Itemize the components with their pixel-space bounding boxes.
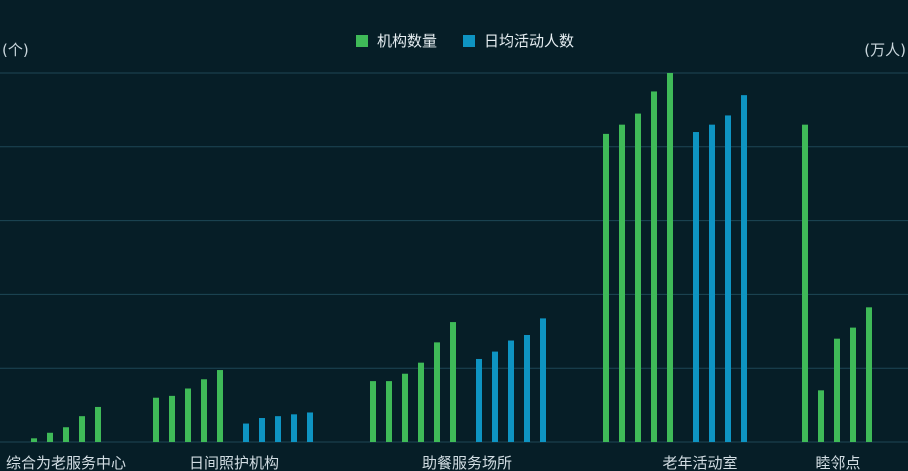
bar-institutions-0-4[interactable]	[95, 406, 101, 442]
bar-institutions-2-0[interactable]	[370, 381, 376, 442]
bar-institutions-1-4[interactable]	[217, 370, 223, 442]
bar-daily-participants-1-0[interactable]	[243, 423, 249, 442]
bar-institutions-0-3[interactable]	[79, 416, 85, 442]
bar-daily-participants-1-2[interactable]	[275, 416, 281, 442]
bar-institutions-1-1[interactable]	[169, 395, 175, 442]
y-axis-left-label: (个)	[2, 41, 29, 59]
bar-institutions-1-3[interactable]	[201, 379, 207, 442]
bar-institutions-4-3[interactable]	[850, 327, 856, 442]
bar-daily-participants-1-3[interactable]	[291, 414, 297, 442]
x-tick-label: 老年活动室	[662, 454, 737, 471]
x-tick-label: 综合为老服务中心	[6, 454, 126, 471]
legend: 机构数量 日均活动人数	[356, 30, 574, 51]
x-tick-label: 日间照护机构	[189, 454, 279, 471]
x-tick-label: 睦邻点	[815, 454, 860, 471]
bar-institutions-1-2[interactable]	[185, 388, 191, 442]
bar-institutions-2-1[interactable]	[386, 381, 392, 442]
legend-label-institutions: 机构数量	[377, 32, 438, 50]
bar-daily-participants-2-4[interactable]	[540, 318, 546, 442]
bar-institutions-4-2[interactable]	[834, 338, 840, 442]
bar-institutions-0-2[interactable]	[63, 427, 69, 442]
bar-institutions-2-4[interactable]	[434, 342, 440, 442]
legend-label-daily-participants: 日均活动人数	[484, 32, 575, 50]
bar-daily-participants-1-1[interactable]	[259, 418, 265, 442]
bar-institutions-2-5[interactable]	[450, 322, 456, 442]
bar-daily-participants-3-1[interactable]	[709, 124, 715, 442]
bar-daily-participants-3-0[interactable]	[693, 132, 699, 443]
bar-institutions-4-4[interactable]	[866, 307, 872, 442]
x-tick-label: 助餐服务场所	[422, 454, 512, 471]
bar-daily-participants-3-3[interactable]	[741, 95, 747, 442]
bar-institutions-2-3[interactable]	[418, 362, 424, 442]
legend-item-institutions[interactable]: 机构数量	[356, 30, 437, 51]
bar-daily-participants-1-4[interactable]	[307, 412, 313, 442]
bar-daily-participants-2-0[interactable]	[476, 358, 482, 442]
legend-swatch-institutions	[356, 34, 368, 47]
bar-institutions-4-0[interactable]	[802, 124, 808, 442]
bar-institutions-3-0[interactable]	[603, 133, 609, 442]
legend-item-daily-participants[interactable]: 日均活动人数	[463, 30, 574, 51]
bar-institutions-3-3[interactable]	[651, 91, 657, 442]
y-axis-right-label: (万人)	[864, 41, 906, 59]
bar-institutions-2-2[interactable]	[402, 373, 408, 442]
bar-daily-participants-2-1[interactable]	[492, 351, 498, 442]
bar-institutions-0-0[interactable]	[31, 438, 37, 442]
legend-swatch-daily-participants	[463, 34, 476, 47]
bar-daily-participants-2-2[interactable]	[508, 340, 514, 442]
bar-institutions-3-4[interactable]	[667, 73, 673, 442]
bar-institutions-3-1[interactable]	[619, 124, 625, 442]
bar-institutions-0-1[interactable]	[47, 432, 53, 442]
bar-institutions-3-2[interactable]	[635, 113, 641, 442]
bar-daily-participants-2-3[interactable]	[524, 334, 530, 442]
bar-daily-participants-3-2[interactable]	[725, 115, 731, 442]
bar-institutions-1-0[interactable]	[153, 397, 159, 442]
bar-institutions-4-1[interactable]	[818, 390, 824, 442]
